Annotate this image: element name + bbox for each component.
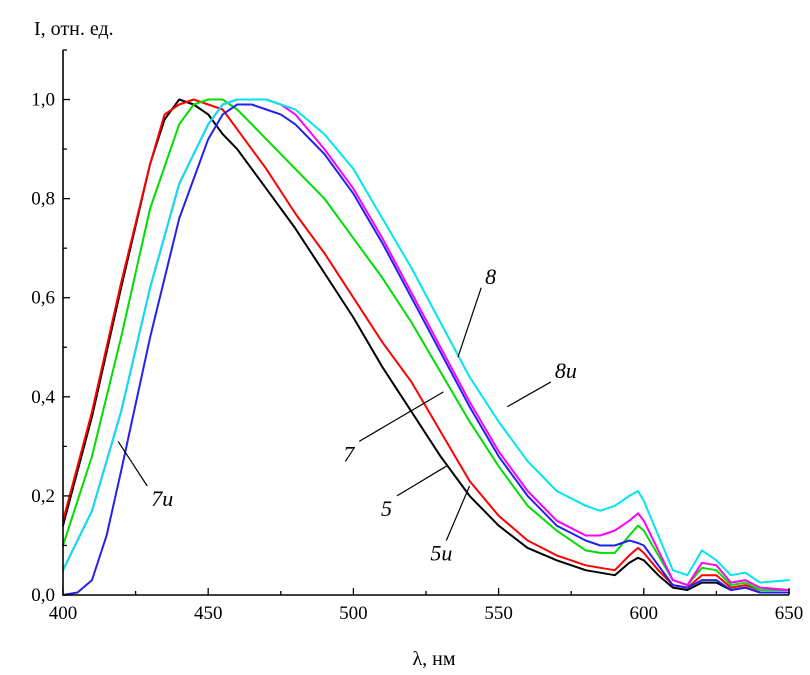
x-tick-label: 500: [339, 603, 368, 624]
annotation-leader-7u: [117, 441, 148, 487]
x-tick-label: 450: [194, 603, 223, 624]
y-tick-label: 0,2: [31, 486, 55, 507]
annotation-label-7: 7: [343, 441, 355, 466]
axes-group: 400 450 500 550 600 650 0,0 0,2 0,4 0,6 0,8 1,0: [31, 49, 804, 624]
x-tick-label: 600: [630, 603, 659, 624]
x-tick-label: 550: [484, 603, 513, 624]
annotation-label-8: 8: [485, 264, 496, 289]
y-axis-title: I, отн. ед.: [34, 18, 114, 40]
annotation-group: 8 8u 7 5 5u 7u: [117, 264, 577, 566]
series-line-7: [62, 98, 790, 591]
y-tick-label: 0,6: [31, 288, 55, 309]
annotation-leader-5u: [445, 485, 471, 541]
y-tick-label: 1,0: [31, 90, 55, 111]
series-line-5: [62, 98, 790, 594]
series-line-8u: [62, 98, 790, 584]
annotation-label-5: 5: [381, 496, 392, 521]
x-tick-label: 400: [49, 603, 78, 624]
annotation-leader-8u: [507, 381, 552, 408]
y-tick-label: 0,4: [31, 387, 55, 408]
x-axis-title: λ, нм: [412, 648, 455, 670]
annotation-leader-7: [358, 391, 444, 442]
annotation-label-8u: 8u: [555, 358, 577, 383]
annotation-leader-8: [457, 287, 482, 358]
annotation-label-5u: 5u: [430, 541, 452, 566]
y-tick-label: 0,0: [31, 585, 55, 606]
series-group: [62, 98, 790, 596]
y-tick-label: 0,8: [31, 189, 55, 210]
series-line-8: [62, 98, 790, 591]
series-line-5u: [62, 98, 790, 591]
series-line-7u: [62, 103, 790, 596]
annotation-leader-5: [396, 465, 447, 497]
annotation-label-7u: 7u: [151, 486, 173, 511]
x-tick-label: 650: [775, 603, 804, 624]
